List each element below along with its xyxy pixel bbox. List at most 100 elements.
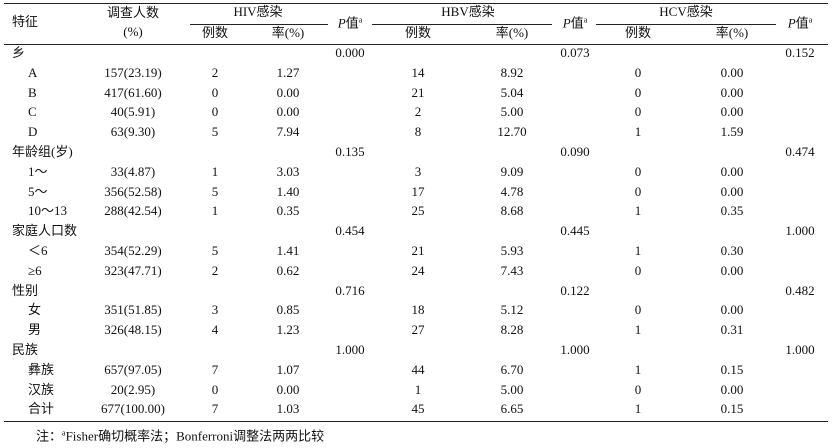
cell-value: 0: [634, 262, 642, 278]
cell-value: 0.00: [720, 104, 744, 120]
cell-value: 0: [211, 84, 219, 100]
p-rest: 值: [345, 15, 359, 31]
header-rate: 率(%): [495, 25, 529, 40]
cell-value: 7.94: [276, 124, 300, 140]
cell-value: 677(100.00): [101, 401, 165, 417]
cell-value: 1.000: [785, 223, 815, 239]
p-italic: P: [562, 15, 571, 31]
cell-value: 356(52.58): [104, 183, 162, 199]
group-rule: [372, 24, 552, 25]
note-prefix: 注：: [36, 428, 63, 444]
cell-value: 0.090: [560, 144, 590, 159]
cell-value: 18: [411, 302, 425, 318]
row-subitem: 5～: [28, 183, 48, 199]
cell-value: 354(52.29): [104, 243, 162, 258]
cell-value: 0.474: [785, 144, 815, 159]
cell-value: 2: [414, 104, 422, 120]
cell-value: 0: [634, 64, 642, 80]
row-group: 民族: [12, 342, 39, 357]
p-italic: P: [787, 15, 796, 31]
header-rate: 率(%): [271, 25, 305, 40]
cell-value: 0: [634, 183, 642, 199]
cell-value: 20(2.95): [110, 381, 156, 397]
cell-value: 0.35: [720, 203, 744, 219]
cell-value: 657(97.05): [104, 361, 162, 377]
cell-value: 0.85: [276, 302, 300, 318]
cell-value: 0.15: [720, 401, 744, 417]
cell-value: 0.073: [560, 45, 590, 60]
row-subitem: A: [28, 64, 38, 80]
header-n: 例数: [404, 25, 432, 40]
cell-value: 0.00: [276, 104, 300, 120]
header-p: P值a: [788, 13, 813, 32]
cell-value: 1.000: [335, 342, 365, 357]
p-sup: a: [583, 15, 588, 25]
cell-value: 0.00: [276, 84, 300, 100]
cell-value: 44: [411, 361, 425, 377]
cell-value: 351(51.85): [104, 302, 162, 318]
cell-value: 1: [634, 322, 642, 338]
cell-value: 1: [414, 381, 422, 397]
cell-value: 45: [411, 401, 425, 417]
row-group: 年龄组(岁): [12, 144, 73, 159]
header-n: 例数: [624, 25, 652, 40]
cell-value: 1: [634, 203, 642, 219]
p-sup: a: [808, 15, 813, 25]
cell-value: 0.135: [335, 144, 365, 159]
cell-value: 25: [411, 203, 425, 219]
cell-value: 1: [634, 401, 642, 417]
cell-value: 0: [634, 302, 642, 318]
cell-value: 3: [414, 163, 422, 179]
cell-value: 0.000: [335, 45, 365, 60]
row-subitem: 女: [28, 302, 42, 318]
cell-value: 33(4.87): [110, 163, 156, 179]
cell-value: 21: [411, 84, 425, 100]
cell-value: 0.00: [720, 84, 744, 100]
cell-value: 1.27: [276, 64, 300, 80]
row-subitem: B: [28, 84, 37, 100]
cell-value: 1: [634, 243, 642, 258]
cell-value: 5.00: [500, 381, 524, 397]
cell-value: 1.07: [276, 361, 300, 377]
cell-value: 5.93: [500, 243, 524, 258]
cell-value: 0.445: [560, 223, 590, 239]
cell-value: 0: [211, 104, 219, 120]
header-rule: [4, 44, 828, 45]
cell-value: 7.43: [500, 262, 524, 278]
cell-value: 3: [211, 302, 219, 318]
row-subitem: 汉族: [28, 381, 55, 397]
cell-value: 8.92: [500, 64, 524, 80]
row-subitem: 合计: [28, 401, 55, 417]
cell-value: 8.28: [500, 322, 524, 338]
cell-value: 5: [211, 183, 219, 199]
header-n: 例数: [201, 25, 229, 40]
cell-value: 0.35: [276, 203, 300, 219]
cell-value: 1.03: [276, 401, 300, 417]
cell-value: 14: [411, 64, 425, 80]
cell-value: 5.12: [500, 302, 524, 318]
row-group: 家庭人口数: [12, 223, 78, 239]
row-group: 性别: [12, 282, 39, 298]
cell-value: 0.00: [720, 381, 744, 397]
header-count-unit: (%): [123, 24, 143, 39]
header-group: HBV感染: [441, 4, 495, 19]
cell-value: 1: [634, 361, 642, 377]
note-sup: a: [62, 428, 66, 438]
header-group: HIV感染: [233, 4, 283, 19]
row-group: 乡: [12, 45, 26, 60]
header-p: P值a: [563, 13, 588, 32]
cell-value: 21: [411, 243, 425, 258]
cell-value: 1: [211, 203, 219, 219]
cell-value: 0: [211, 381, 219, 397]
cell-value: 3.03: [276, 163, 300, 179]
cell-value: 0.00: [720, 64, 744, 80]
cell-value: 0.152: [785, 45, 815, 60]
p-rest: 值: [570, 15, 584, 31]
header-p: P值a: [338, 13, 363, 32]
row-subitem: D: [28, 124, 38, 140]
p-italic: P: [337, 15, 346, 31]
cell-value: 24: [411, 262, 425, 278]
cell-value: 63(9.30): [110, 124, 156, 140]
group-rule: [596, 24, 776, 25]
